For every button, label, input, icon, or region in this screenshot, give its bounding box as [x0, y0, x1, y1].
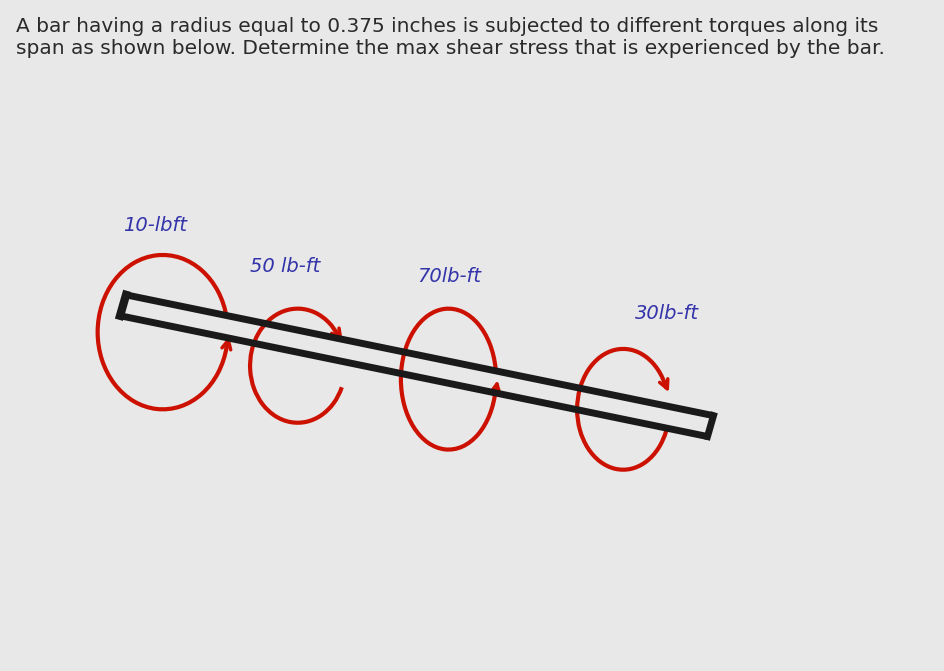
Text: 50 lb-ft: 50 lb-ft — [250, 257, 320, 276]
Text: 70lb-ft: 70lb-ft — [416, 267, 480, 286]
Text: 10-lbft: 10-lbft — [123, 217, 187, 236]
Text: 30lb-ft: 30lb-ft — [634, 304, 699, 323]
Text: A bar having a radius equal to 0.375 inches is subjected to different torques al: A bar having a radius equal to 0.375 inc… — [16, 17, 884, 58]
